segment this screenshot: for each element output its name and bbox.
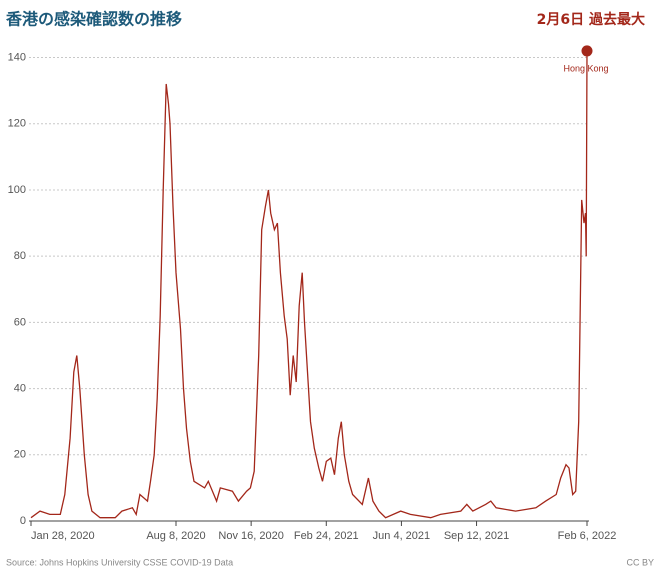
license: CC BY xyxy=(626,557,654,567)
series-line xyxy=(30,50,588,519)
x-tick-label: Nov 16, 2020 xyxy=(218,530,283,542)
series-label: Hong Kong xyxy=(563,63,608,73)
y-tick-label: 40 xyxy=(14,382,26,394)
annotation: 2月6日 過去最大 xyxy=(537,11,645,28)
y-tick-label: 0 xyxy=(20,515,26,527)
y-tick-label: 80 xyxy=(14,250,26,262)
x-tick-label: Feb 6, 2022 xyxy=(558,530,617,542)
y-tick-label: 140 xyxy=(8,51,26,63)
x-tick-label: Aug 8, 2020 xyxy=(146,530,205,542)
x-tick-label: Sep 12, 2021 xyxy=(444,530,509,542)
y-tick-label: 120 xyxy=(8,118,26,130)
x-tick-label: Feb 24, 2021 xyxy=(294,530,359,542)
end-point xyxy=(581,45,593,57)
chart-title: 香港の感染確認数の推移 xyxy=(5,10,182,29)
y-tick-label: 20 xyxy=(14,449,26,461)
x-tick-label: Jan 28, 2020 xyxy=(31,530,95,542)
y-tick-label: 100 xyxy=(8,184,26,196)
y-tick-label: 60 xyxy=(14,316,26,328)
x-tick-label: Jun 4, 2021 xyxy=(373,530,431,542)
source: Source: Johns Hopkins University CSSE CO… xyxy=(6,557,233,567)
